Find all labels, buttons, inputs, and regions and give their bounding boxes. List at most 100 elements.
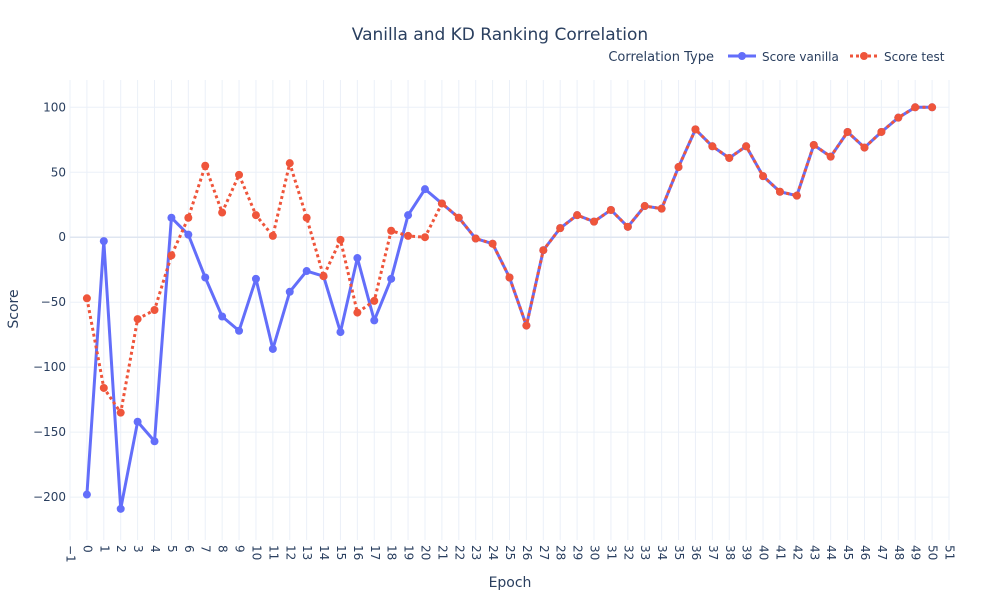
x-tick-label: 20 bbox=[418, 545, 432, 560]
data-point-score-vanilla[interactable] bbox=[285, 287, 294, 296]
y-tick-label: −150 bbox=[33, 425, 66, 439]
x-tick-label: 26 bbox=[520, 545, 534, 560]
data-point-score-test[interactable] bbox=[471, 234, 480, 243]
x-tick-label: 42 bbox=[790, 545, 804, 560]
x-tick-label: 16 bbox=[351, 545, 365, 560]
legend-item-score-test[interactable]: Score test bbox=[850, 50, 945, 64]
data-point-score-test[interactable] bbox=[302, 213, 311, 222]
data-point-score-vanilla[interactable] bbox=[82, 490, 91, 499]
data-point-score-vanilla[interactable] bbox=[387, 274, 396, 283]
data-point-score-test[interactable] bbox=[725, 153, 734, 162]
x-tick-label: 2 bbox=[114, 545, 128, 553]
x-tick-label: 35 bbox=[672, 545, 686, 560]
data-point-score-vanilla[interactable] bbox=[201, 273, 210, 282]
x-tick-label: 25 bbox=[503, 545, 517, 560]
data-point-score-test[interactable] bbox=[759, 172, 768, 181]
data-point-score-test[interactable] bbox=[370, 296, 379, 305]
x-tick-label: 14 bbox=[317, 545, 331, 560]
data-point-score-test[interactable] bbox=[285, 159, 294, 168]
data-point-score-vanilla[interactable] bbox=[353, 254, 362, 263]
data-point-score-test[interactable] bbox=[505, 273, 514, 282]
data-point-score-test[interactable] bbox=[454, 213, 463, 222]
data-point-score-vanilla[interactable] bbox=[150, 437, 159, 446]
data-point-score-test[interactable] bbox=[201, 161, 210, 170]
chart-title: Vanilla and KD Ranking Correlation bbox=[352, 25, 648, 45]
data-point-score-test[interactable] bbox=[319, 272, 328, 281]
data-point-score-test[interactable] bbox=[877, 127, 886, 136]
data-point-score-test[interactable] bbox=[556, 224, 565, 233]
legend-item-score-vanilla[interactable]: Score vanilla bbox=[728, 50, 839, 64]
data-point-score-test[interactable] bbox=[742, 142, 751, 151]
data-point-score-vanilla[interactable] bbox=[251, 274, 260, 283]
series-layer bbox=[82, 103, 937, 513]
data-point-score-test[interactable] bbox=[522, 321, 531, 330]
data-point-score-vanilla[interactable] bbox=[218, 312, 227, 321]
y-axis-label: Score bbox=[6, 289, 22, 328]
data-point-score-test[interactable] bbox=[657, 204, 666, 213]
data-point-score-test[interactable] bbox=[150, 306, 159, 314]
data-point-score-vanilla[interactable] bbox=[167, 213, 176, 222]
x-tick-label: 50 bbox=[926, 545, 940, 560]
data-point-score-test[interactable] bbox=[775, 187, 784, 196]
data-point-score-test[interactable] bbox=[116, 408, 125, 417]
data-point-score-test[interactable] bbox=[573, 211, 582, 220]
data-point-score-vanilla[interactable] bbox=[420, 185, 429, 194]
data-point-score-test[interactable] bbox=[167, 251, 176, 260]
data-point-score-test[interactable] bbox=[894, 113, 903, 122]
legend-title: Correlation Type bbox=[608, 50, 714, 65]
x-tick-label: 28 bbox=[554, 545, 568, 560]
data-point-score-vanilla[interactable] bbox=[116, 504, 125, 513]
y-tick-labels: −200 −150 −100 −50 0 50 100 bbox=[33, 100, 66, 504]
data-point-score-test[interactable] bbox=[623, 222, 632, 231]
data-point-score-test[interactable] bbox=[218, 208, 227, 217]
y-tick-label: 0 bbox=[58, 230, 66, 244]
data-point-score-test[interactable] bbox=[387, 226, 396, 235]
data-point-score-test[interactable] bbox=[235, 170, 244, 179]
data-point-score-test[interactable] bbox=[539, 246, 548, 255]
data-point-score-test[interactable] bbox=[437, 199, 446, 208]
data-point-score-vanilla[interactable] bbox=[336, 328, 345, 337]
data-point-score-test[interactable] bbox=[843, 127, 852, 136]
data-point-score-vanilla[interactable] bbox=[133, 417, 142, 426]
data-point-score-test[interactable] bbox=[268, 231, 277, 240]
data-point-score-test[interactable] bbox=[353, 308, 362, 317]
data-point-score-test[interactable] bbox=[133, 315, 142, 324]
data-point-score-test[interactable] bbox=[99, 383, 108, 392]
x-tick-label: 22 bbox=[452, 545, 466, 560]
data-point-score-test[interactable] bbox=[336, 235, 345, 244]
x-gridlines bbox=[69, 80, 950, 540]
x-tick-label: 30 bbox=[588, 545, 602, 560]
data-point-score-vanilla[interactable] bbox=[302, 267, 311, 276]
data-point-score-test[interactable] bbox=[82, 294, 91, 303]
data-point-score-test[interactable] bbox=[826, 152, 835, 161]
data-point-score-test[interactable] bbox=[251, 211, 260, 220]
data-point-score-test[interactable] bbox=[488, 239, 497, 248]
data-point-score-test[interactable] bbox=[606, 205, 615, 214]
data-point-score-test[interactable] bbox=[420, 233, 429, 242]
data-point-score-test[interactable] bbox=[928, 103, 937, 112]
y-tick-label: −50 bbox=[41, 295, 66, 309]
data-point-score-test[interactable] bbox=[640, 202, 649, 211]
data-point-score-vanilla[interactable] bbox=[99, 237, 108, 246]
x-tick-label: 15 bbox=[334, 545, 348, 560]
x-tick-label: 23 bbox=[469, 545, 483, 560]
data-point-score-test[interactable] bbox=[691, 125, 700, 134]
data-point-score-vanilla[interactable] bbox=[184, 230, 193, 239]
data-point-score-test[interactable] bbox=[184, 213, 193, 222]
data-point-score-test[interactable] bbox=[911, 103, 920, 112]
data-point-score-test[interactable] bbox=[708, 142, 717, 151]
data-point-score-test[interactable] bbox=[674, 163, 683, 172]
x-tick-label: 24 bbox=[486, 545, 500, 560]
data-point-score-test[interactable] bbox=[860, 143, 869, 152]
x-tick-label: 31 bbox=[604, 545, 618, 560]
data-point-score-vanilla[interactable] bbox=[370, 316, 379, 325]
data-point-score-vanilla[interactable] bbox=[268, 344, 277, 353]
data-point-score-test[interactable] bbox=[809, 140, 818, 149]
data-point-score-test[interactable] bbox=[590, 217, 599, 226]
data-point-score-test[interactable] bbox=[404, 231, 413, 240]
data-point-score-test[interactable] bbox=[792, 191, 801, 200]
data-point-score-vanilla[interactable] bbox=[235, 326, 244, 335]
series-score-test bbox=[82, 103, 937, 417]
data-point-score-vanilla[interactable] bbox=[404, 211, 413, 220]
x-tick-label: 45 bbox=[841, 545, 855, 560]
